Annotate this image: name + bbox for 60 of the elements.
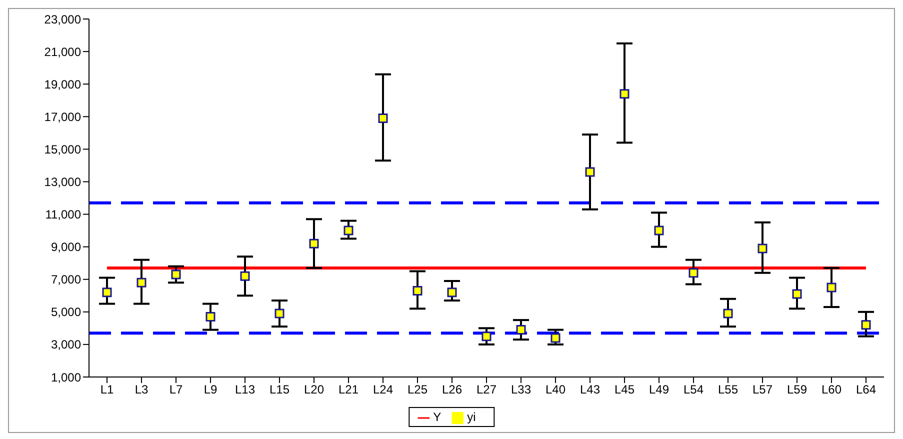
x-tick-label: L9 [204,382,218,397]
y-tick-label: 3,000 [50,338,82,352]
point [723,308,733,318]
point [412,286,422,296]
y-tick-label: 21,000 [44,44,82,59]
y-tick-label: 1,000 [50,370,82,384]
x-tick-label: L27 [476,382,497,397]
point [792,289,802,299]
x-tick-label: L55 [718,382,738,397]
legend-label: Y [433,410,442,424]
point [171,270,181,280]
x-tick-label: L40 [545,382,566,397]
point [620,89,630,99]
y-tick-label: 7,000 [50,272,82,287]
point [344,226,354,236]
point [654,226,664,236]
y-tick-label: 17,000 [44,110,82,124]
point [482,332,492,342]
x-tick-label: L24 [372,382,394,397]
x-tick-label: L7 [169,382,183,397]
point [136,278,146,288]
x-tick-label: L25 [407,382,428,397]
y-tick-label: 11,000 [45,208,82,222]
x-tick-label: L59 [786,382,808,397]
point [861,320,871,330]
y-tick-label: 5,000 [50,305,82,320]
x-tick-label: L3 [134,382,148,397]
y-tick-label: 9,000 [50,240,82,254]
point [378,114,388,124]
x-tick-label: L1 [100,382,114,397]
x-tick-label: L43 [580,382,600,397]
point [826,282,836,292]
y-tick-label: 23,000 [44,12,82,26]
point [447,288,457,298]
x-tick-label: L15 [269,382,290,397]
point [585,167,595,177]
y-tick-label: 15,000 [44,142,82,156]
point [240,271,250,281]
x-tick-label: L21 [338,382,359,397]
legend-label: yi [467,410,476,424]
y-tick-label: 19,000 [44,77,82,92]
x-tick-label: L49 [648,382,670,397]
x-tick-label: L45 [614,382,635,397]
x-tick-label: L64 [856,382,876,397]
x-tick-label: L20 [304,382,324,397]
x-tick-label: L57 [752,382,773,397]
point [758,244,768,254]
point [274,308,284,318]
x-tick-label: L13 [234,382,256,397]
x-tick-label: L54 [683,382,704,397]
x-tick-label: L26 [442,382,462,397]
point [309,238,319,248]
point [206,312,216,322]
point [102,288,112,298]
x-tick-label: L60 [821,382,842,397]
x-tick-label: L33 [510,382,532,397]
point [550,333,560,343]
y-tick-label: 13,000 [44,174,82,189]
point [516,325,526,335]
point [688,268,698,278]
